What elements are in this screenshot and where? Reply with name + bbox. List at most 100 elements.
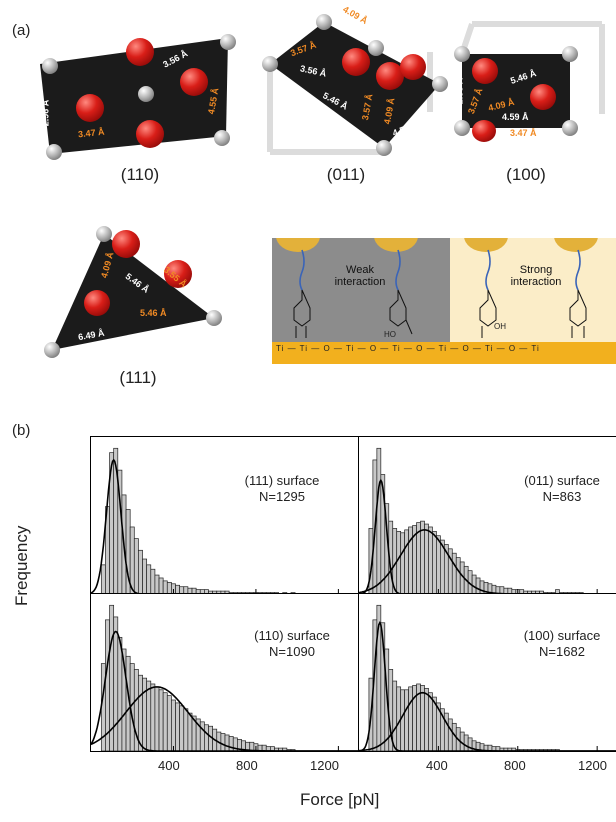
histogram-bar	[162, 692, 168, 751]
gaussian-fit-curve	[359, 691, 616, 751]
crystal-model-110: 2.96 Å 3.47 Å 3.56 Å 4.55 Å	[38, 34, 238, 161]
histogram-bar	[204, 724, 209, 751]
histogram-011-svg	[359, 447, 616, 594]
histogram-bar	[158, 577, 164, 594]
strong-interaction-label: Strong interaction	[510, 264, 562, 288]
gaussian-fit-curve	[91, 458, 359, 594]
histogram-bar	[100, 564, 106, 594]
histogram-111-svg	[91, 447, 359, 594]
crystal-110-shape	[40, 38, 228, 154]
x-axis-label: Force [pN]	[300, 790, 380, 809]
histogram-bar	[142, 558, 148, 594]
surface-label: (110) surface	[254, 628, 330, 643]
histogram-bar	[158, 689, 164, 751]
histogram-bar	[224, 734, 230, 751]
histogram-100: (100) surface N=1682	[358, 593, 616, 752]
histogram-bar	[436, 535, 441, 594]
crystal-model-100: 2.96 Å 3.57 Å 5.46 Å 4.09 Å 4.59 Å 3.47 …	[452, 14, 616, 144]
histogram-bar	[455, 557, 461, 594]
histogram-bar	[376, 447, 382, 594]
surface-label: (011) surface	[524, 473, 600, 488]
histogram-bar	[420, 685, 425, 751]
n-label: N=1295	[259, 489, 305, 504]
histogram-110-svg	[91, 604, 359, 751]
gaussian-fit-curve	[91, 630, 359, 751]
gaussian-fit-curve	[359, 621, 616, 751]
histogram-110: (110) surface N=1090	[90, 593, 360, 752]
histogram-bar	[392, 680, 398, 751]
crystal-011-shape	[267, 22, 440, 155]
surface-label: (111) surface	[244, 473, 320, 488]
histogram-bar	[220, 733, 226, 751]
histogram-bar	[400, 532, 405, 594]
hydroxyl-label: OH	[494, 322, 506, 331]
histogram-bar	[428, 692, 433, 751]
histogram-bar	[154, 686, 160, 751]
histogram-bar	[166, 695, 172, 751]
histogram-bar	[404, 529, 409, 594]
n-label: N=1090	[269, 644, 315, 659]
histogram-bar	[400, 689, 405, 751]
histogram-bar	[428, 526, 433, 594]
panel-label-a: (a)	[12, 22, 31, 39]
x-tick-label: 400	[158, 758, 180, 773]
histogram-bar	[396, 530, 402, 594]
interaction-schematic: Weak interaction Strong interaction HO O…	[272, 238, 616, 364]
histogram-bar	[142, 677, 148, 751]
histogram-bar	[146, 680, 152, 751]
surface-chain-label: Ti — Ti — O — Ti — O — Ti — O — Ti — O —…	[276, 344, 540, 353]
histogram-bar	[424, 687, 429, 751]
surface-label: (100) surface	[523, 628, 601, 643]
crystal-111-shape	[52, 234, 214, 350]
n-label: N=1682	[539, 644, 585, 659]
facet-caption-111: (111)	[119, 368, 157, 387]
distance-label: 4.59 Å	[502, 112, 529, 122]
y-axis-label: Frequency	[12, 525, 31, 606]
hydroxyl-label: HO	[384, 330, 396, 339]
histogram-100-svg	[359, 604, 616, 751]
facet-caption-110: (110)	[120, 165, 160, 184]
x-tick-label: 1200	[578, 758, 607, 773]
distance-label: 2.96 Å	[454, 77, 465, 105]
facet-caption-011: (011)	[326, 165, 366, 184]
x-tick-label: 800	[236, 758, 258, 773]
distance-label: 3.47 Å	[510, 128, 537, 138]
histogram-011: (011) surface N=863	[358, 436, 616, 595]
histogram-bar	[113, 616, 119, 751]
histogram-bar	[150, 683, 156, 751]
histogram-bar	[432, 530, 437, 594]
histogram-bar	[228, 736, 234, 751]
panel-label-b: (b)	[12, 422, 31, 439]
histogram-bar	[133, 538, 139, 594]
histogram-bar	[187, 712, 193, 751]
histogram-bar	[175, 702, 180, 751]
crystal-model-011: 3.57 Å 3.56 Å 5.46 Å 3.57 Å 4.09 Å 4.59 …	[260, 4, 450, 164]
x-tick-label: 800	[504, 758, 526, 773]
strong-region-background	[450, 238, 616, 344]
histogram-111: (111) surface N=1295	[90, 436, 360, 595]
histogram-bar	[404, 689, 409, 751]
histogram-bar	[171, 699, 176, 751]
crystal-model-111: 5.46 Å 4.09 Å 5.46 Å 5.46 Å 6.49 Å 3.55 …	[42, 226, 232, 360]
histogram-bar	[424, 523, 429, 594]
x-tick-label: 1200	[310, 758, 339, 773]
histogram-bar	[154, 574, 160, 594]
histogram-bar	[183, 708, 189, 751]
histogram-bar	[138, 549, 143, 594]
schematic-drawing	[276, 238, 598, 338]
facet-caption-100: (100)	[506, 165, 546, 184]
titanium-substrate	[272, 342, 616, 364]
distance-label: 5.46 Å	[140, 308, 167, 318]
distance-label: 2.96 Å	[40, 99, 51, 127]
histogram-bar	[199, 721, 205, 751]
gaussian-fit-curve	[91, 686, 359, 751]
histogram-bar	[475, 577, 481, 594]
x-tick-label: 400	[426, 758, 448, 773]
histogram-bar	[146, 564, 152, 594]
histogram-bar	[447, 718, 453, 751]
histogram-bar	[138, 674, 143, 751]
weak-interaction-label: Weak interaction	[334, 264, 386, 288]
histogram-bar	[408, 686, 413, 751]
histogram-bar	[150, 568, 156, 594]
gaussian-fit-curve	[359, 529, 616, 594]
